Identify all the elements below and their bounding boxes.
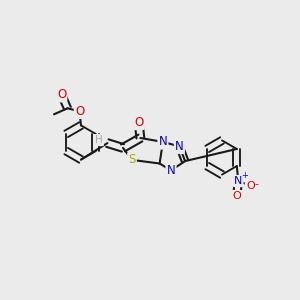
Text: N: N: [167, 164, 176, 177]
Text: O: O: [134, 116, 143, 129]
Text: O: O: [75, 105, 84, 118]
Text: S: S: [128, 153, 136, 167]
Text: H: H: [95, 135, 103, 145]
Text: O: O: [232, 191, 241, 201]
Text: O: O: [57, 88, 66, 101]
Text: O: O: [134, 116, 143, 129]
Text: N: N: [158, 135, 167, 148]
Text: -: -: [255, 179, 259, 189]
Text: N: N: [234, 176, 242, 186]
Text: O: O: [246, 181, 255, 190]
Text: N: N: [175, 140, 184, 153]
Text: +: +: [242, 171, 248, 180]
